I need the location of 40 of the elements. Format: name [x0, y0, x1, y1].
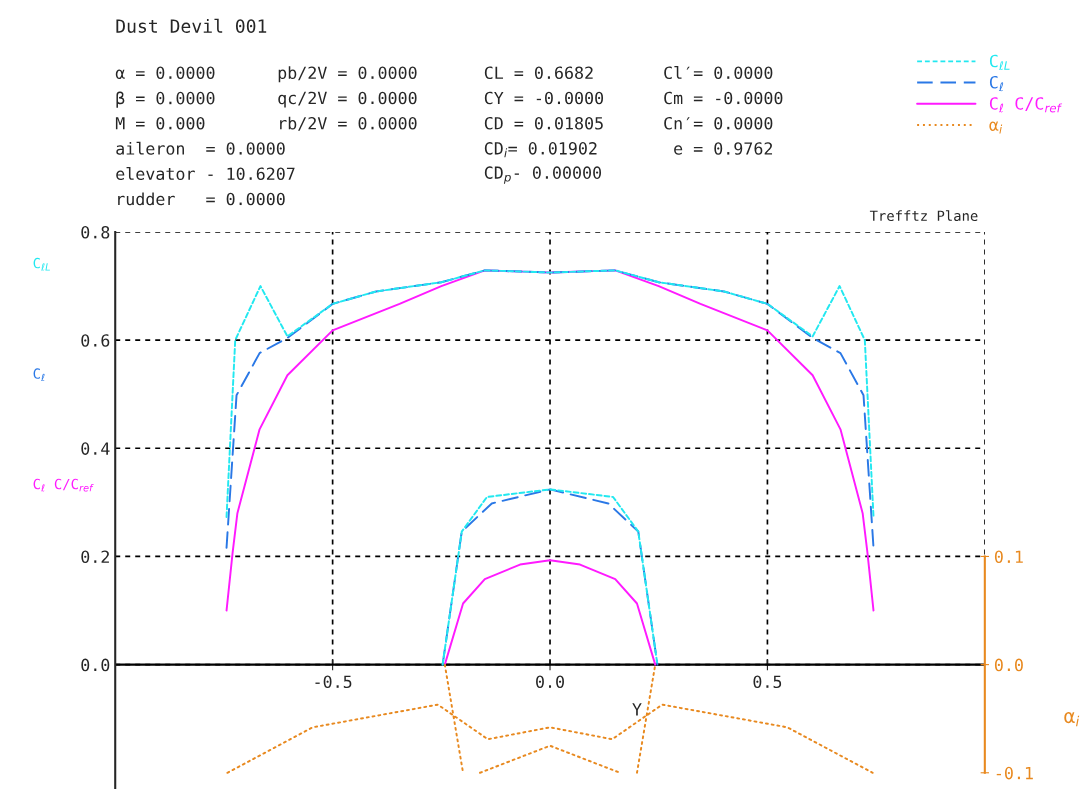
text: CD = 0.01805	[484, 116, 603, 130]
text: CY = -0.0000	[484, 91, 604, 105]
text: aileron = 0.0000	[116, 141, 285, 155]
x-axis-title: Y	[632, 703, 642, 716]
text: C$_{ℓ}$ C/C$_{ref}$	[33, 478, 94, 492]
legend-label: C$_{ℓL}$	[989, 54, 1010, 70]
text: β = 0.0000	[116, 91, 215, 108]
y2-axis-title: α$_{i}$	[1064, 712, 1080, 727]
x-tick-label: -0.5	[315, 675, 352, 689]
text: Trefftz Plane	[869, 210, 978, 222]
legend-label: C$_{ℓ}$ C/C$_{ref}$	[989, 97, 1063, 113]
y-tick-label: 0.4	[81, 442, 110, 455]
chart-title: Dust Devil 001	[116, 18, 267, 33]
text: CL = 0.6682	[484, 66, 593, 80]
y-tick-label: 0.2	[81, 550, 109, 564]
text: Cl′= 0.0000	[664, 66, 773, 80]
text: α = 0.0000	[115, 66, 215, 80]
text: e = 0.9762	[674, 142, 773, 155]
text: CD$_{i}$= 0.01902	[484, 142, 597, 158]
text: pb/2V = 0.0000	[278, 66, 417, 83]
y-tick-label: 0.0	[81, 658, 110, 672]
y2-tick-label: 0.1	[994, 550, 1023, 564]
text: rb/2V = 0.0000	[280, 116, 417, 131]
text: CD$_{p}$- 0.00000	[484, 166, 602, 184]
y2-tick-label: 0.0	[994, 658, 1023, 672]
text: qc/2V = 0.0000	[278, 91, 417, 108]
legend-label: α$_{i}$	[989, 121, 1003, 134]
text: elevator - 10.6207	[116, 167, 295, 181]
y-tick-label: 0.8	[81, 225, 110, 239]
text: Cm = -0.0000	[664, 91, 783, 105]
x-tick-label: 0.5	[753, 675, 782, 689]
legend-label: C$_{ℓ}$	[989, 75, 1004, 92]
x-tick-label: 0.0	[536, 675, 564, 689]
y-tick-label: 0.6	[81, 334, 110, 347]
text: Cn′= 0.0000	[664, 116, 773, 130]
text: C$_{ℓ}$	[33, 368, 45, 382]
text: rudder = 0.0000	[118, 192, 285, 206]
text: C$_{ℓL}$	[33, 257, 50, 271]
y2-tick-label: -0.1	[996, 766, 1033, 780]
text: M = 0.000	[115, 116, 205, 130]
